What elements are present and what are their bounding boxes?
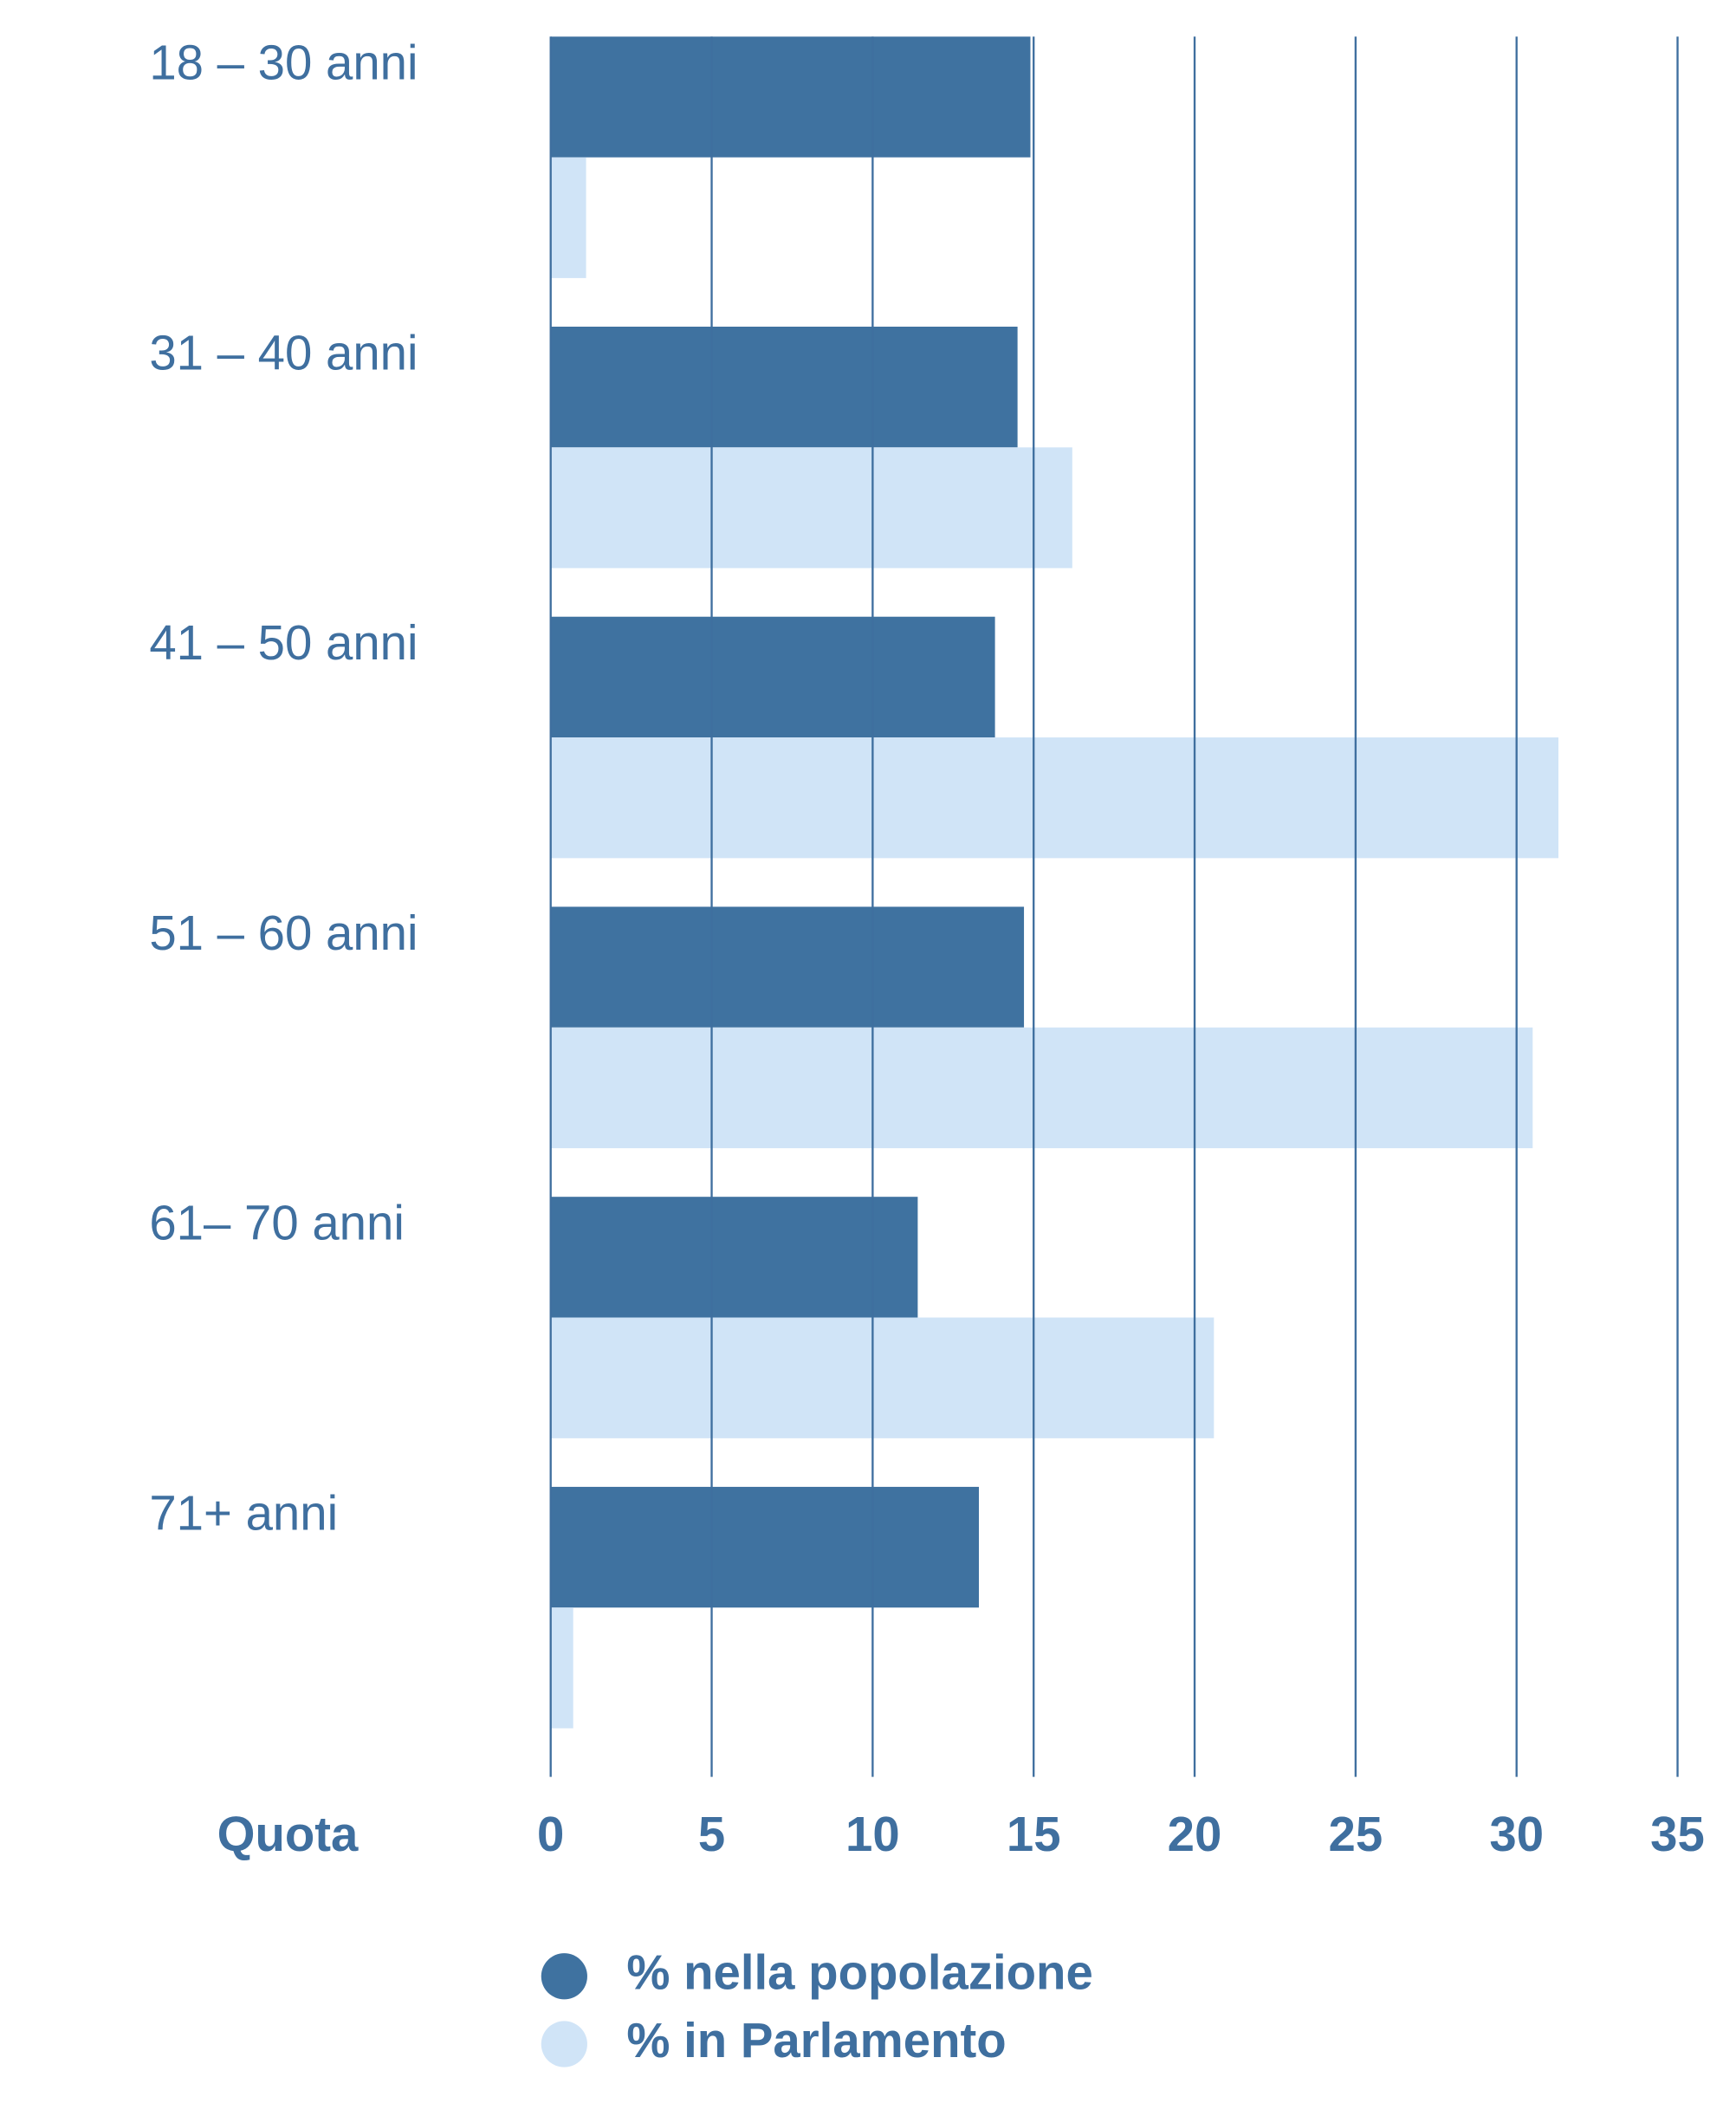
bar [550, 157, 586, 278]
x-tick-label: 0 [537, 1807, 564, 1861]
x-tick-label: 20 [1168, 1807, 1222, 1861]
y-tick-label: 41 – 50 anni [149, 615, 418, 670]
y-tick-label: 61– 70 anni [149, 1196, 405, 1250]
y-tick-label: 31 – 40 anni [149, 325, 418, 380]
bar [550, 1607, 573, 1729]
bar [550, 36, 1031, 158]
y-tick-label: 71+ anni [149, 1485, 338, 1540]
bar [550, 1027, 1533, 1149]
x-tick-label: 35 [1650, 1807, 1705, 1861]
bar [550, 616, 995, 738]
bar [550, 906, 1025, 1028]
x-tick-label: 10 [845, 1807, 900, 1861]
x-tick-label: 30 [1489, 1807, 1544, 1861]
bar [550, 1317, 1215, 1438]
legend-marker [541, 2021, 587, 2067]
legend-label: % in Parlamento [626, 2013, 1006, 2067]
bar [550, 1197, 918, 1318]
x-axis-label: Quota [217, 1807, 359, 1861]
bar [550, 1486, 980, 1608]
y-tick-label: 51 – 60 anni [149, 905, 418, 960]
legend-marker [541, 1953, 587, 2000]
bar [550, 326, 1018, 448]
legend-label: % nella popolazione [626, 1945, 1092, 2000]
x-tick-label: 15 [1007, 1807, 1061, 1861]
x-tick-label: 25 [1329, 1807, 1383, 1861]
bar [550, 447, 1072, 568]
bar [550, 737, 1559, 859]
y-tick-label: 18 – 30 anni [149, 36, 418, 90]
x-tick-label: 5 [698, 1807, 725, 1861]
